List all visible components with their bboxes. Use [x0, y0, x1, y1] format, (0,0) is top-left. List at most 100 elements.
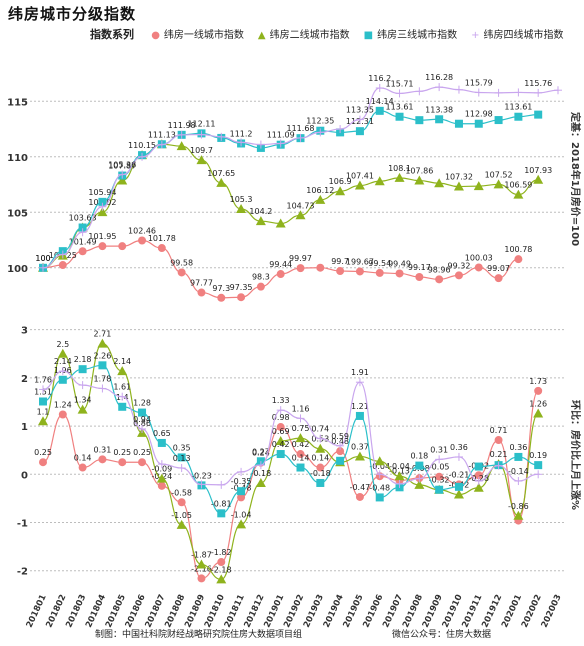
legend-label: 纬房一线城市指数 [163, 30, 244, 41]
data-point-plus [415, 474, 424, 483]
data-point-triangle [236, 519, 247, 529]
data-point-triangle [117, 175, 128, 185]
data-point-plus [395, 89, 404, 98]
data-label: 0.98 [272, 413, 290, 422]
data-point-plus [237, 138, 246, 147]
data-point-plus [375, 470, 384, 479]
data-point-square [98, 361, 107, 370]
data-label: -0.23 [191, 471, 212, 480]
data-point-square [98, 197, 107, 206]
data-label: 0.42 [272, 440, 290, 449]
legend-marker-icon: + [471, 30, 480, 41]
data-point-plus [435, 83, 444, 92]
data-label: 112.98 [465, 110, 493, 119]
data-label: 116.2 [368, 74, 391, 83]
data-point-circle [375, 268, 384, 277]
data-point-triangle [38, 416, 48, 426]
data-point-square [514, 452, 523, 461]
data-point-triangle [453, 181, 464, 191]
data-label: 104.2 [249, 207, 272, 216]
data-label: 0.14 [292, 454, 310, 463]
data-point-square [375, 493, 384, 502]
data-label: 0.65 [153, 429, 171, 438]
data-label: 0.18 [410, 452, 428, 461]
legend-item: + 纬房四线城市指数 [471, 30, 563, 41]
data-point-plus [157, 140, 166, 149]
data-point-circle [474, 263, 483, 272]
data-point-triangle [374, 456, 385, 466]
data-label: 97.77 [190, 279, 213, 288]
data-point-triangle [374, 176, 385, 186]
data-label: 108.1 [388, 164, 411, 173]
data-label: 0.14 [74, 454, 92, 463]
data-point-circle [177, 268, 186, 277]
data-point-circle [118, 242, 127, 251]
data-point-triangle [354, 180, 365, 190]
data-point-square [514, 112, 523, 121]
data-point-square [39, 397, 47, 406]
data-point-circle [78, 247, 87, 256]
data-label: 0.25 [133, 448, 151, 457]
y-tick-label: -1 [17, 519, 28, 530]
data-label: -0.32 [429, 476, 450, 485]
legend-title: 指数系列 [90, 28, 134, 41]
data-label: 98.3 [252, 273, 270, 282]
data-point-square [237, 487, 246, 496]
data-point-square [474, 119, 483, 128]
data-label: 107.93 [524, 166, 552, 175]
data-label: 99.54 [368, 259, 391, 268]
data-point-plus [316, 434, 325, 443]
data-label: 0.36 [509, 443, 527, 452]
data-point-triangle [394, 471, 405, 481]
chart-title: 纬房城市分级指数 [8, 5, 137, 23]
data-point-triangle [315, 443, 326, 453]
y-tick-label: 1 [21, 422, 28, 433]
data-point-triangle [513, 510, 524, 520]
data-point-circle [316, 463, 325, 472]
data-point-plus [296, 133, 305, 142]
data-point-plus [118, 170, 127, 179]
data-point-circle [514, 255, 523, 264]
data-point-triangle [57, 348, 68, 358]
y-axis-label: 环比：房价比上月上涨% [569, 400, 582, 510]
y-tick-label: 2 [21, 374, 28, 385]
data-label: 2.71 [94, 330, 112, 339]
data-point-square [58, 375, 67, 384]
data-point-plus [395, 479, 404, 488]
data-label: 0.27 [252, 447, 270, 456]
data-point-circle [197, 288, 206, 297]
data-point-circle [157, 481, 166, 490]
data-point-plus [415, 87, 424, 96]
data-label: -1.04 [231, 510, 252, 519]
data-label: 0.25 [34, 448, 52, 457]
data-label: 109.7 [190, 146, 213, 155]
data-label: 1.34 [74, 396, 92, 405]
data-label: -0.04 [389, 462, 410, 471]
data-point-triangle [493, 179, 504, 189]
data-label: 1.76 [34, 375, 52, 384]
data-point-plus [276, 406, 285, 415]
data-point-circle [98, 242, 107, 251]
y-tick-label: 110 [7, 153, 28, 164]
data-label: 99.7 [331, 257, 349, 266]
data-point-plus [138, 152, 147, 161]
data-label: 111.13 [148, 130, 176, 139]
data-label: 111.09 [267, 131, 295, 140]
data-point-circle [39, 458, 47, 467]
data-point-plus [177, 130, 186, 139]
data-label: 105.36 [108, 161, 136, 170]
data-label: 107.32 [445, 173, 473, 182]
data-point-square [177, 453, 186, 462]
data-point-triangle [453, 489, 464, 499]
data-point-plus [138, 424, 147, 433]
data-point-square [534, 461, 543, 470]
legend-marker-icon: ● [151, 30, 160, 41]
data-point-circle [237, 293, 246, 302]
data-label: 100 [35, 254, 50, 263]
data-label: -0.48 [369, 483, 390, 492]
data-point-circle [415, 273, 424, 282]
data-label: 112.11 [187, 119, 215, 128]
data-label: 0.48 [331, 437, 349, 446]
data-point-circle [58, 261, 67, 270]
